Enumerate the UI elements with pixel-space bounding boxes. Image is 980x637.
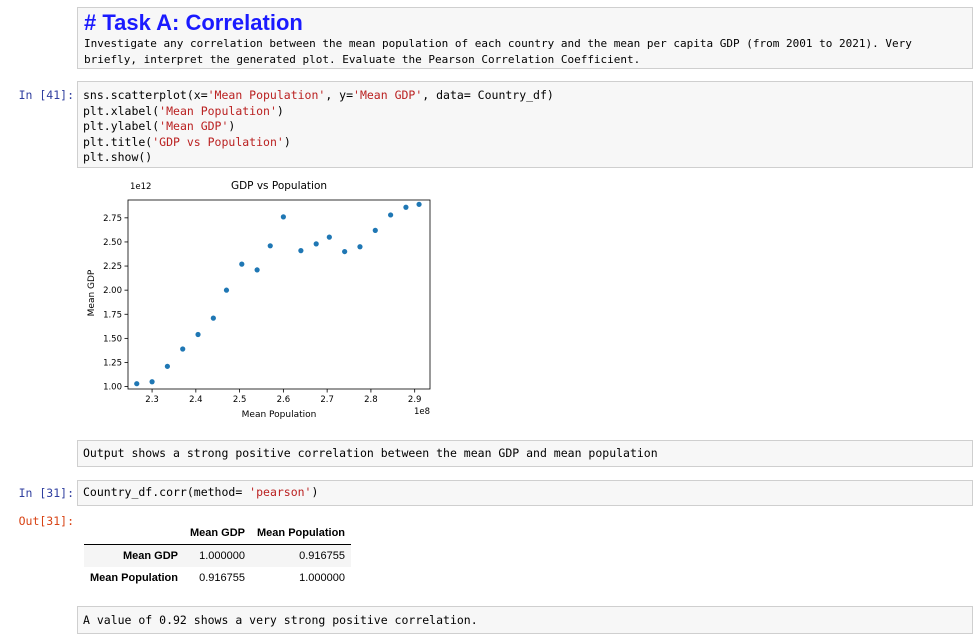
scatter-point [267, 243, 273, 249]
conclusion-markdown-cell[interactable]: A value of 0.92 shows a very strong posi… [77, 606, 973, 634]
table-cell: 1.000000 [199, 550, 246, 562]
correlation-table: Mean GDP Mean Population Mean GDP 1.0000… [84, 522, 352, 589]
row-label: Mean GDP [122, 550, 178, 562]
code-lines: sns.scatterplot(x='Mean Population', y='… [83, 88, 967, 166]
scatter-point [357, 244, 363, 250]
y-tick-label: 2.00 [103, 286, 122, 296]
scatter-point [372, 227, 378, 233]
code-token: , data= Country_df) [422, 88, 554, 102]
y-tick-label: 1.00 [103, 383, 122, 393]
code-string: 'Mean GDP' [159, 119, 229, 133]
task-title: # Task A: Correlation [84, 10, 303, 35]
code-line: sns.scatterplot(x='Mean Population', y='… [83, 88, 967, 104]
x-tick-label: 2.6 [277, 395, 291, 405]
code-string: 'GDP vs Population' [152, 134, 284, 149]
code-token: plt.xlabel( [83, 103, 160, 118]
code-token: ) [228, 119, 236, 133]
corr-code-post: ) [311, 485, 319, 499]
plot-frame [127, 199, 431, 390]
code-string: 'Mean Population' [159, 103, 277, 118]
scatter-point [149, 379, 155, 385]
interpretation-markdown-cell[interactable]: Output shows a strong positive correlati… [77, 440, 973, 467]
task-description-line1: Investigate any correlation between the … [84, 37, 912, 50]
cell-input-prompt: In [41]: [18, 88, 74, 102]
code-token: plt.title( [83, 134, 153, 149]
scatter-point [342, 248, 348, 255]
scatter-point [298, 248, 304, 254]
x-axis-label: Mean Population [242, 410, 317, 420]
x-tick-label: 2.8 [364, 395, 378, 405]
code-token: ) [283, 134, 291, 149]
code-token: sns.scatterplot(x= [83, 88, 208, 102]
interpretation-text: Output shows a strong positive correlati… [83, 446, 658, 460]
scatter-point [254, 267, 260, 273]
x-tick-label: 2.9 [408, 395, 422, 405]
y-tick-label: 2.25 [103, 262, 122, 272]
scatter-point [223, 287, 230, 293]
cell-output-prompt-31: Out[31]: [18, 514, 74, 528]
row-label: Mean Population [90, 572, 178, 584]
y-tick-label: 1.50 [103, 334, 122, 344]
table-cell: 0.916755 [199, 572, 246, 584]
y-axis-label: Mean GDP [87, 269, 97, 316]
cell-input-prompt-31: In [31]: [18, 486, 74, 500]
x-tick-label: 2.3 [145, 395, 159, 405]
corr-code-cell[interactable]: Country_df.corr(method= 'pearson') [77, 480, 973, 506]
table-header-mean-population: Mean Population [251, 522, 352, 545]
table-header-mean-gdp: Mean GDP [184, 522, 252, 545]
y-tick-label: 2.75 [103, 214, 122, 224]
conclusion-text: A value of 0.92 shows a very strong posi… [83, 613, 478, 627]
scatter-point [416, 201, 422, 207]
table-header-index [84, 522, 184, 545]
task-markdown-cell[interactable]: # Task A: Correlation Investigate any co… [77, 7, 973, 69]
code-token: ) [276, 103, 284, 118]
scatter-point [210, 315, 216, 321]
x-tick-label: 2.5 [233, 395, 247, 405]
chart-title: GDP vs Population [231, 180, 327, 192]
code-string: 'Mean GDP' [353, 88, 423, 102]
scatter-point [326, 234, 332, 240]
table-row: Mean GDP 1.000000 0.916755 [84, 544, 352, 567]
scatter-point [280, 214, 286, 220]
code-token: plt.show() [83, 150, 153, 164]
task-description-line2: briefly, interpret the generated plot. E… [84, 52, 641, 66]
x-tick-label: 2.7 [320, 395, 334, 405]
x-tick-label: 2.4 [189, 395, 203, 405]
code-string: 'Mean Population' [207, 88, 326, 102]
scatter-point [134, 381, 140, 387]
corr-code-string: 'pearson' [249, 485, 312, 499]
y-offset-label: 1e12 [130, 182, 151, 192]
code-line: plt.show() [83, 150, 967, 166]
table-header-row: Mean GDP Mean Population [84, 522, 352, 545]
scatter-point [388, 212, 394, 218]
code-line: plt.title('GDP vs Population') [83, 135, 967, 151]
code-line: plt.xlabel('Mean Population') [83, 104, 967, 120]
y-tick-label: 1.25 [103, 358, 122, 368]
scatter-point [195, 331, 201, 338]
scatter-point [403, 204, 409, 210]
code-token: , y= [325, 88, 354, 102]
scatter-point [239, 261, 245, 267]
x-offset-label: 1e8 [414, 407, 430, 417]
y-tick-label: 1.75 [103, 310, 122, 320]
code-token: plt.ylabel( [83, 119, 160, 133]
code-line: plt.ylabel('Mean GDP') [83, 119, 967, 135]
corr-code-pre: Country_df.corr(method= [83, 485, 250, 499]
scatter-point [180, 346, 186, 352]
table-cell: 0.916755 [299, 550, 346, 562]
table-row: Mean Population 0.916755 1.000000 [84, 567, 351, 589]
scatter-point [164, 363, 170, 369]
scatter-point [313, 241, 319, 247]
scatterplot-code-cell[interactable]: sns.scatterplot(x='Mean Population', y='… [77, 81, 973, 168]
y-tick-label: 2.50 [103, 238, 122, 248]
plot-area: 2.3 2.4 2.5 2.6 2.7 2.8 2.9 1.00 1.25 1.50 1.75 2.0… [103, 199, 431, 405]
table-cell: 1.000000 [299, 572, 346, 584]
scatter-plot: 1e12 GDP vs Population 2.3 2.4 2.5 2.6 2.7 2.… [87, 180, 431, 420]
